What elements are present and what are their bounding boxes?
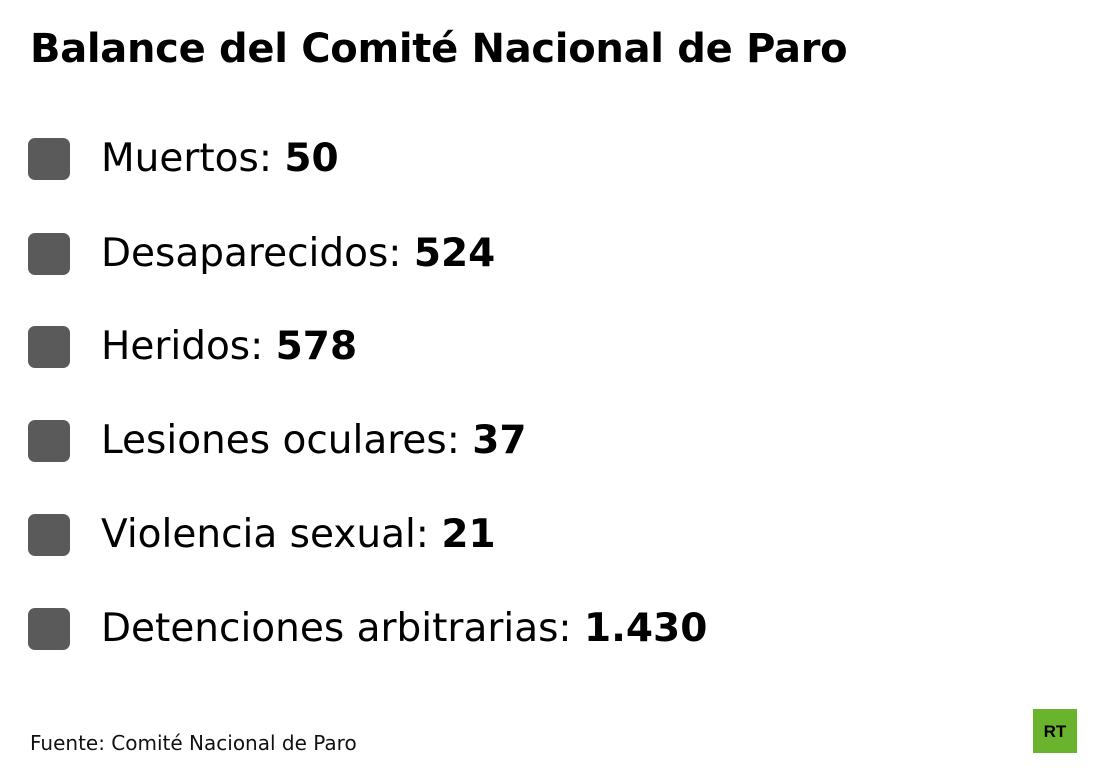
item-text: Violencia sexual: 21 bbox=[101, 510, 496, 560]
item-text: Lesiones oculares: 37 bbox=[101, 416, 527, 466]
list-item: Detenciones arbitrarias: 1.430 bbox=[0, 604, 1104, 654]
rt-logo: RT bbox=[1033, 709, 1077, 753]
bullet-square-icon bbox=[28, 326, 70, 368]
source-note: Fuente: Comité Nacional de Paro bbox=[30, 731, 357, 755]
list-item: Lesiones oculares: 37 bbox=[0, 416, 1104, 466]
item-text: Muertos: 50 bbox=[101, 134, 339, 184]
list-item: Violencia sexual: 21 bbox=[0, 510, 1104, 560]
item-value: 524 bbox=[413, 231, 496, 276]
item-label: Desaparecidos: bbox=[101, 231, 414, 276]
item-text: Desaparecidos: 524 bbox=[101, 229, 495, 279]
rt-logo-icon: RT bbox=[1044, 722, 1067, 741]
item-text: Heridos: 578 bbox=[101, 322, 357, 372]
bullet-square-icon bbox=[28, 233, 70, 275]
item-label: Violencia sexual: bbox=[101, 512, 442, 557]
list-item: Heridos: 578 bbox=[0, 322, 1104, 372]
item-label: Heridos: bbox=[101, 324, 276, 369]
bullet-square-icon bbox=[28, 420, 70, 462]
item-value: 37 bbox=[472, 418, 527, 463]
list-item: Desaparecidos: 524 bbox=[0, 229, 1104, 279]
item-text: Detenciones arbitrarias: 1.430 bbox=[101, 604, 707, 654]
rt-logo-text: RT bbox=[1044, 722, 1067, 741]
item-label: Lesiones oculares: bbox=[101, 418, 473, 463]
bullet-square-icon bbox=[28, 514, 70, 556]
item-label: Detenciones arbitrarias: bbox=[101, 606, 584, 651]
item-value: 578 bbox=[275, 324, 358, 369]
bullet-square-icon bbox=[28, 608, 70, 650]
item-label: Muertos: bbox=[101, 136, 285, 181]
item-value: 21 bbox=[441, 512, 496, 557]
item-value: 50 bbox=[284, 136, 339, 181]
bullet-square-icon bbox=[28, 138, 70, 180]
page-title: Balance del Comité Nacional de Paro bbox=[30, 26, 848, 72]
item-value: 1.430 bbox=[583, 606, 708, 651]
list-item: Muertos: 50 bbox=[0, 134, 1104, 184]
